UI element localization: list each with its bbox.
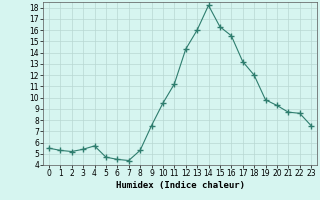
X-axis label: Humidex (Indice chaleur): Humidex (Indice chaleur) [116, 181, 244, 190]
